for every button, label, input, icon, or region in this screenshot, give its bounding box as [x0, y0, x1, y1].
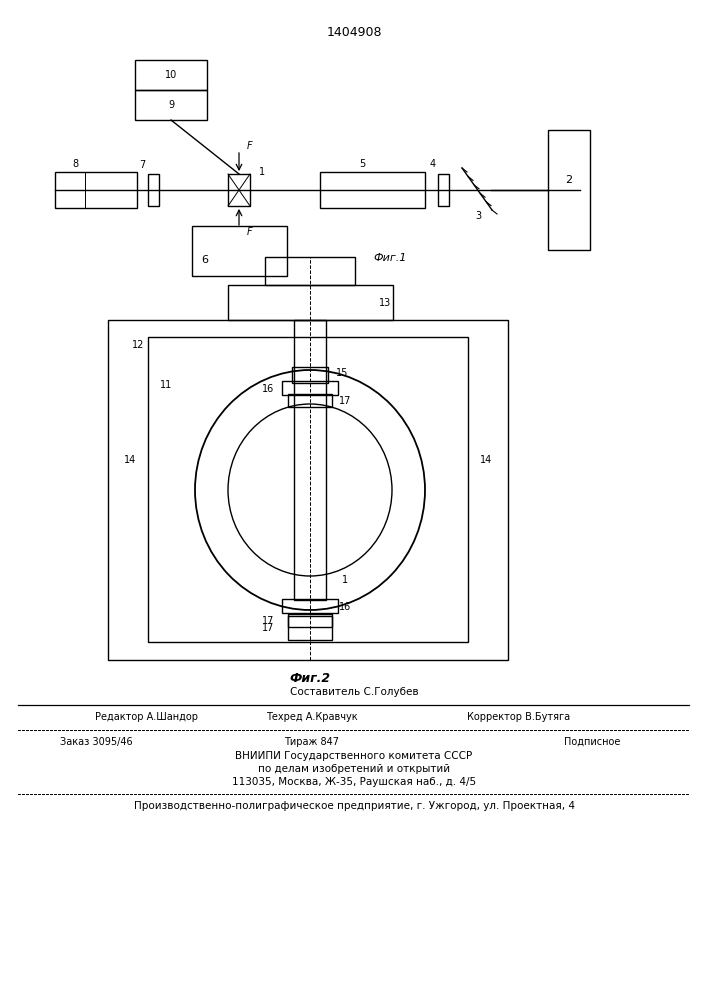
Text: 17: 17 [262, 623, 274, 633]
Text: ВНИИПИ Государственного комитета СССР: ВНИИПИ Государственного комитета СССР [235, 751, 472, 761]
Text: 8: 8 [72, 159, 78, 169]
Bar [282, 599, 338, 613]
Bar [148, 174, 159, 206]
Bar [135, 60, 207, 90]
Text: F: F [247, 141, 253, 151]
Text: 5: 5 [359, 159, 365, 169]
Text: Техред А.Кравчук: Техред А.Кравчук [267, 712, 358, 722]
Bar [288, 616, 332, 640]
Text: 1: 1 [259, 167, 265, 177]
Text: 16: 16 [339, 602, 351, 612]
Text: 1: 1 [342, 575, 348, 585]
Bar [228, 174, 250, 206]
Text: 4: 4 [430, 159, 436, 169]
Bar [135, 90, 207, 120]
Text: Составитель С.Голубев: Составитель С.Голубев [290, 687, 419, 697]
Text: 1404908: 1404908 [326, 25, 382, 38]
Text: Подписное: Подписное [563, 737, 620, 747]
Text: Фиг.2: Фиг.2 [289, 672, 331, 684]
Text: 14: 14 [480, 455, 492, 465]
Text: Корректор В.Бутяга: Корректор В.Бутяга [467, 712, 570, 722]
Text: Фиг.1: Фиг.1 [373, 253, 407, 263]
Text: 12: 12 [132, 340, 144, 350]
Bar [288, 394, 332, 407]
Bar [108, 320, 508, 660]
Text: 2: 2 [566, 175, 573, 185]
Bar [292, 367, 328, 383]
Text: 16: 16 [262, 384, 274, 394]
Text: 11: 11 [160, 380, 172, 390]
Bar [438, 174, 449, 206]
Text: 3: 3 [475, 211, 481, 221]
Text: Производственно-полиграфическое предприятие, г. Ужгород, ул. Проектная, 4: Производственно-полиграфическое предприя… [134, 801, 575, 811]
Text: 10: 10 [165, 70, 177, 80]
Text: 7: 7 [139, 160, 145, 170]
Text: 14: 14 [124, 455, 136, 465]
Bar [294, 320, 326, 600]
Bar [282, 381, 338, 395]
Text: 6: 6 [201, 255, 209, 265]
Text: 9: 9 [168, 100, 174, 110]
Text: Редактор А.Шандор: Редактор А.Шандор [95, 712, 198, 722]
Bar [228, 285, 393, 320]
Bar [265, 257, 355, 285]
Bar [548, 130, 590, 250]
Text: 15: 15 [336, 368, 348, 378]
Text: 113035, Москва, Ж-35, Раушская наб., д. 4/5: 113035, Москва, Ж-35, Раушская наб., д. … [232, 777, 476, 787]
Bar [55, 172, 137, 208]
Text: по делам изобретений и открытий: по делам изобретений и открытий [258, 764, 450, 774]
Text: Тираж 847: Тираж 847 [284, 737, 339, 747]
Bar [288, 614, 332, 627]
Bar [148, 337, 468, 642]
Text: F: F [247, 227, 253, 237]
Text: 17: 17 [262, 616, 274, 626]
Text: 13: 13 [379, 298, 391, 308]
Text: Заказ 3095/46: Заказ 3095/46 [60, 737, 133, 747]
Bar [320, 172, 425, 208]
Bar [192, 226, 287, 276]
Text: 17: 17 [339, 396, 351, 406]
